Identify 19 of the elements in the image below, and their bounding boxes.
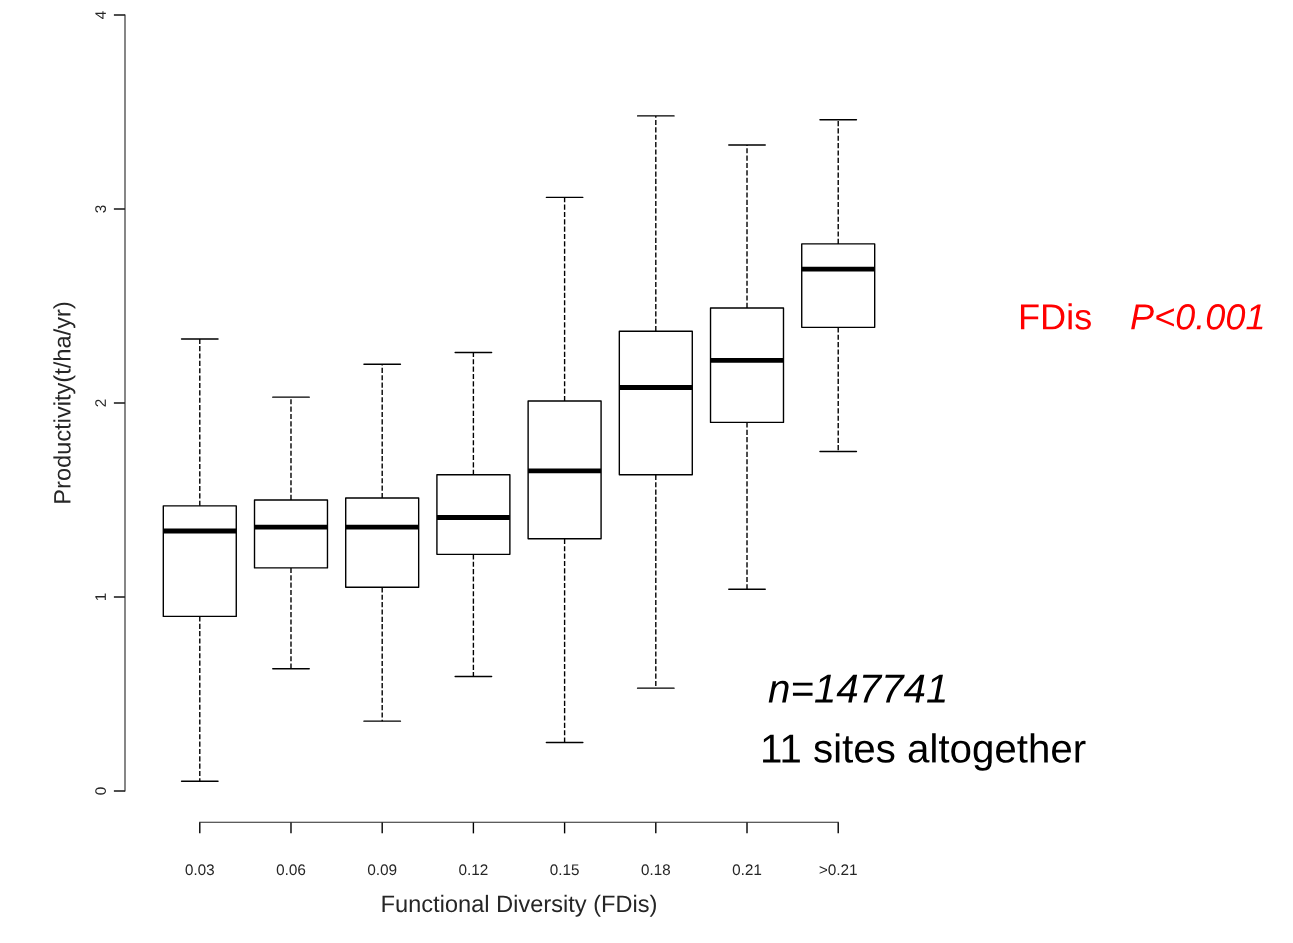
x-tick-label: >0.21 <box>819 864 857 876</box>
y-tick-label: 4 <box>95 11 106 19</box>
x-tick-label: 0.09 <box>367 864 397 876</box>
annotation: n=147741 <box>768 674 945 703</box>
y-tick-label: 1 <box>95 593 106 601</box>
annotation: 11 sites altogether <box>763 733 1086 771</box>
y-axis-title: Productivity(t/ha/yr) <box>53 302 76 503</box>
x-tick-label: 0.18 <box>641 864 671 876</box>
text: FDis <box>1020 303 1091 330</box>
x-tick-label: 0.06 <box>276 864 306 876</box>
x-tick-label: 0.21 <box>732 864 762 876</box>
x-tick-label: 0.03 <box>185 864 214 876</box>
y-tick-label: 2 <box>95 399 106 407</box>
x-tick-label: 0.15 <box>550 864 579 876</box>
y-tick-label: 0 <box>95 787 107 795</box>
x-tick-label: 0.12 <box>459 864 488 876</box>
x-axis-title: Functional Diversity (FDis) <box>382 894 656 917</box>
text: P<0.001 <box>1131 304 1263 330</box>
y-tick-label: 3 <box>95 205 107 213</box>
